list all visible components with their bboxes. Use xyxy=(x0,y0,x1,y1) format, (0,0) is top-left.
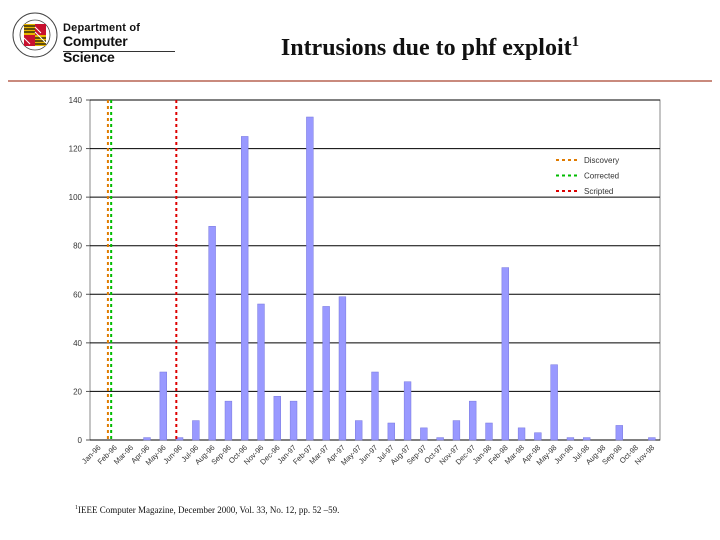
bar-Oct-96 xyxy=(241,136,249,441)
footnote: 1IEEE Computer Magazine, December 2000, … xyxy=(75,505,339,515)
footnote-marker: 1 xyxy=(75,505,78,511)
title-footnote-marker: 1 xyxy=(571,34,580,50)
logo-computer-science-line: Computer Science xyxy=(63,33,128,65)
bar-Jun-98 xyxy=(566,437,575,441)
department-logo: Department of Computer Science xyxy=(12,12,175,65)
bar-Apr-98 xyxy=(534,432,542,441)
slide-title-text: Intrusions due to phf exploit xyxy=(280,35,572,61)
bar-Nov-97 xyxy=(452,420,461,441)
y-tick-label: 80 xyxy=(73,242,82,251)
bar-Sep-98 xyxy=(615,425,623,441)
footnote-text: IEEE Computer Magazine, December 2000, V… xyxy=(78,505,340,515)
bar-Jul-98 xyxy=(583,437,591,441)
bar-Sep-96 xyxy=(224,400,233,441)
y-tick-label: 140 xyxy=(69,96,83,105)
slide-title: Intrusions due to phf exploit1 xyxy=(190,34,670,62)
bar-Jun-97 xyxy=(371,371,379,441)
bar-Aug-96 xyxy=(208,226,216,441)
bar-Nov-98 xyxy=(648,437,656,441)
y-tick-label: 60 xyxy=(73,290,82,299)
bar-Oct-97 xyxy=(436,437,444,441)
bar-Feb-98 xyxy=(501,267,509,441)
x-tick-label: Jun-96 xyxy=(161,443,184,466)
legend-label-scripted: Scripted xyxy=(584,187,613,196)
y-tick-label: 40 xyxy=(73,339,82,348)
bar-Aug-97 xyxy=(403,381,412,441)
bar-Apr-96 xyxy=(143,437,151,441)
bar-Mar-98 xyxy=(517,427,526,441)
bar-Sep-97 xyxy=(420,427,428,441)
header-divider xyxy=(8,80,712,82)
x-tick-label: Jun-97 xyxy=(357,443,380,466)
y-tick-label: 20 xyxy=(73,387,82,396)
legend-label-discovery: Discovery xyxy=(584,156,619,165)
x-tick-label: Jun-98 xyxy=(552,443,575,466)
bar-Feb-97 xyxy=(306,116,314,441)
bar-Jul-97 xyxy=(387,422,395,441)
bar-May-96 xyxy=(159,371,167,441)
y-tick-label: 100 xyxy=(69,193,83,202)
bar-Mar-97 xyxy=(322,306,330,441)
bar-May-98 xyxy=(550,364,558,441)
y-tick-label: 0 xyxy=(78,436,83,445)
y-tick-label: 120 xyxy=(69,145,83,154)
bar-Jan-98 xyxy=(485,422,493,441)
bar-Jul-96 xyxy=(192,420,200,441)
bar-Apr-97 xyxy=(338,296,347,441)
umd-seal-icon xyxy=(12,12,58,58)
bar-May-97 xyxy=(355,420,363,441)
bar-Jan-97 xyxy=(289,400,298,441)
logo-department-line: Department of xyxy=(63,22,141,34)
legend-label-corrected: Corrected xyxy=(584,172,619,181)
bar-Dec-96 xyxy=(273,396,281,441)
bar-Dec-97 xyxy=(469,400,477,441)
logo-underline xyxy=(63,51,175,52)
bar-Nov-96 xyxy=(257,303,265,441)
